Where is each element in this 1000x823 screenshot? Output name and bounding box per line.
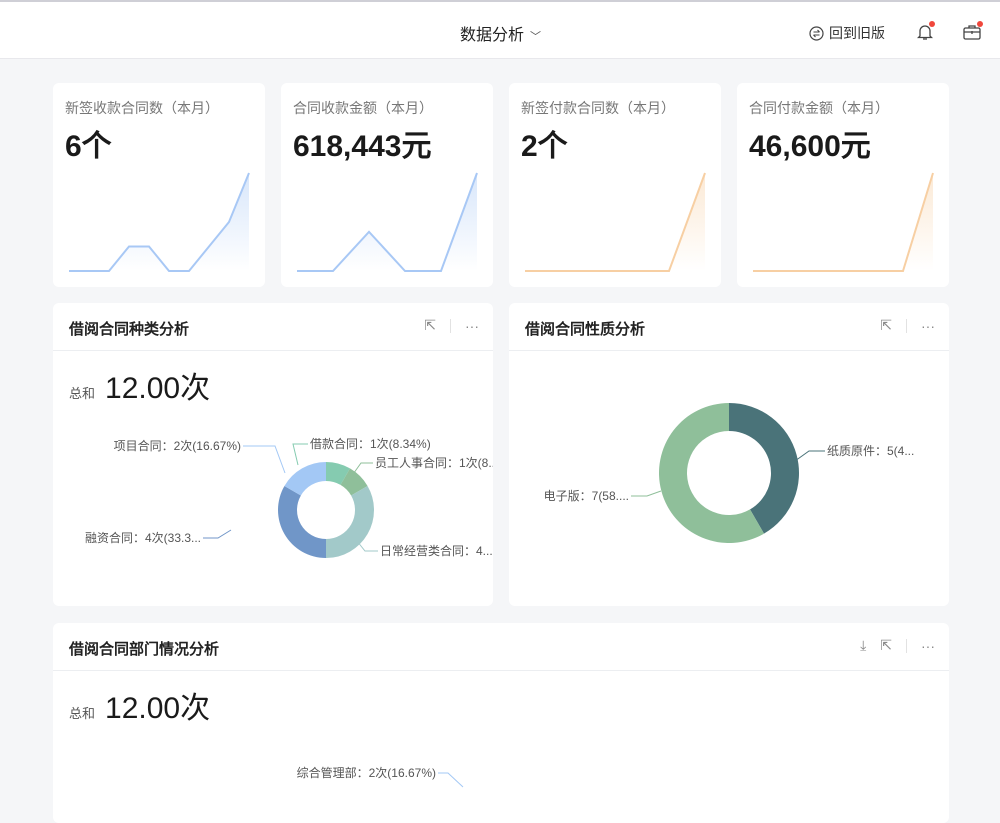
bell-icon[interactable] bbox=[917, 23, 933, 41]
label-leader-line bbox=[203, 529, 232, 539]
donut-chart: 借款合同：1次(8.34%) 员工人事合同：1次(8.... 日常经营类合同：4..… bbox=[85, 436, 493, 558]
divider bbox=[450, 318, 451, 333]
label-leader-line bbox=[438, 772, 464, 788]
more-icon[interactable]: ··· bbox=[921, 637, 935, 654]
slice-label: 项目合同：2次(16.67%) bbox=[114, 438, 241, 453]
top-bar: 数据分析 ﹀ 回到旧版 bbox=[0, 0, 1000, 59]
slice-label: 电子版：7(58.... bbox=[544, 489, 629, 503]
pie-slice bbox=[326, 462, 350, 485]
sparkline-line bbox=[297, 172, 478, 272]
pie-slice bbox=[278, 486, 326, 558]
panel-header: 借阅合同性质分析 ⇱ ··· bbox=[509, 303, 949, 351]
swap-circle-icon bbox=[809, 25, 824, 41]
pie-slice bbox=[326, 486, 374, 558]
sparkline-area bbox=[753, 173, 933, 271]
label-leader-line bbox=[350, 462, 373, 478]
panel-title: 借阅合同性质分析 bbox=[525, 321, 646, 338]
kpi-value: 618,443元 bbox=[293, 130, 432, 163]
expand-icon[interactable]: ⇱ bbox=[424, 317, 436, 333]
pie-slice bbox=[340, 468, 368, 496]
chevron-down-icon: ﹀ bbox=[530, 31, 542, 43]
kpi-label: 合同收款金额（本月） bbox=[293, 100, 433, 116]
label-leader-line bbox=[631, 490, 662, 497]
department-panel: 借阅合同部门情况分析 ⤓ ⇱ ··· 总和 12.00次 综合管理部：2次(16.67… bbox=[53, 623, 949, 823]
contract-nature-panel: 借阅合同性质分析 ⇱ ··· 纸质原件：5(4... 电子版：7(58.... bbox=[509, 303, 949, 606]
label-leader-line bbox=[243, 445, 286, 474]
pie-slice bbox=[659, 403, 764, 543]
kpi-card[interactable]: 合同收款金额（本月） 618,443元 bbox=[281, 83, 493, 287]
page-title-dropdown[interactable]: 数据分析 ﹀ bbox=[460, 21, 541, 45]
panel-header: 借阅合同种类分析 ⇱ ··· bbox=[53, 303, 493, 351]
kpi-value: 2个 bbox=[521, 130, 568, 163]
pie-slice bbox=[729, 403, 799, 534]
panel-title: 借阅合同种类分析 bbox=[69, 321, 190, 338]
donut-chart: 纸质原件：5(4... 电子版：7(58.... bbox=[544, 403, 914, 543]
sparkline-line bbox=[753, 172, 934, 272]
slice-label: 综合管理部：2次(16.67%) bbox=[297, 765, 436, 780]
kpi-card[interactable]: 新签付款合同数（本月） 2个 bbox=[509, 83, 721, 287]
sum-label: 总和 bbox=[69, 706, 96, 721]
download-icon[interactable]: ⤓ bbox=[860, 637, 867, 653]
sparkline bbox=[297, 172, 478, 272]
back-to-old-version-button[interactable]: 回到旧版 bbox=[809, 23, 885, 43]
sum-value: 12.00次 bbox=[105, 692, 211, 725]
page-title: 数据分析 bbox=[460, 27, 525, 44]
expand-icon[interactable]: ⇱ bbox=[880, 637, 892, 653]
more-icon[interactable]: ··· bbox=[921, 317, 935, 334]
sparkline bbox=[525, 172, 706, 272]
notification-badge bbox=[929, 21, 935, 27]
label-leader-line bbox=[794, 450, 825, 462]
label-leader-line bbox=[352, 535, 378, 552]
slice-label: 员工人事合同：1次(8.... bbox=[375, 455, 493, 470]
kpi-card[interactable]: 合同付款金额（本月） 46,600元 bbox=[737, 83, 949, 287]
kpi-label: 新签付款合同数（本月） bbox=[521, 100, 675, 116]
pie-chart: 综合管理部：2次(16.67%) bbox=[297, 765, 464, 788]
kpi-label: 合同付款金额（本月） bbox=[749, 100, 889, 116]
kpi-value: 46,600元 bbox=[749, 130, 871, 163]
briefcase-badge bbox=[977, 21, 983, 27]
panel-title: 借阅合同部门情况分析 bbox=[69, 641, 220, 658]
divider bbox=[906, 318, 907, 333]
sparkline-line bbox=[69, 172, 250, 272]
more-icon[interactable]: ··· bbox=[465, 317, 479, 334]
sparkline-line bbox=[525, 172, 706, 272]
sparkline-area bbox=[525, 173, 705, 271]
slice-label: 日常经营类合同：4... bbox=[380, 543, 493, 558]
panel-header: 借阅合同部门情况分析 ⤓ ⇱ ··· bbox=[53, 623, 949, 671]
slice-label: 借款合同：1次(8.34%) bbox=[310, 436, 431, 451]
back-label: 回到旧版 bbox=[829, 25, 885, 41]
briefcase-icon[interactable] bbox=[963, 24, 981, 40]
sparkline bbox=[69, 172, 250, 272]
sparkline-area bbox=[297, 173, 477, 271]
divider bbox=[906, 638, 907, 653]
kpi-value: 6个 bbox=[65, 130, 112, 163]
pie-slice bbox=[284, 462, 326, 496]
sum-value: 12.00次 bbox=[105, 372, 211, 405]
kpi-label: 新签收款合同数（本月） bbox=[65, 100, 219, 116]
expand-icon[interactable]: ⇱ bbox=[880, 317, 892, 333]
slice-label: 纸质原件：5(4... bbox=[827, 444, 914, 458]
label-leader-line bbox=[292, 443, 308, 466]
sum-label: 总和 bbox=[69, 386, 96, 401]
contract-type-panel: 借阅合同种类分析 ⇱ ··· 总和 12.00次 借款合同：1次(8.34%) 员工人… bbox=[53, 303, 493, 606]
kpi-card[interactable]: 新签收款合同数（本月） 6个 bbox=[53, 83, 265, 287]
sparkline-area bbox=[69, 173, 249, 271]
sparkline bbox=[753, 172, 934, 272]
slice-label: 融资合同：4次(33.3... bbox=[85, 530, 201, 545]
